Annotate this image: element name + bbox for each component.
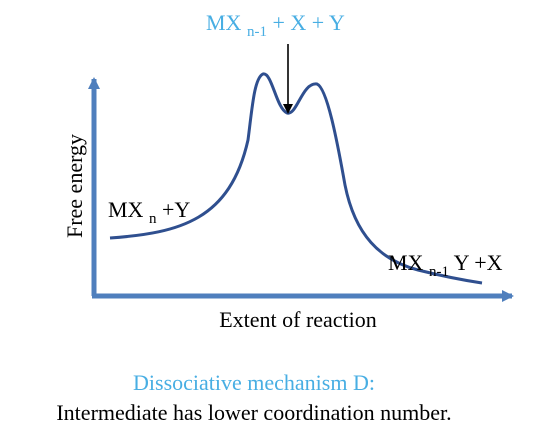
product-label: MX n-1 Y +X [388, 250, 503, 281]
caption-description: Intermediate has lower coordination numb… [56, 400, 451, 425]
x-axis-label: Extent of reaction [219, 307, 377, 332]
intermediate-label: MX n-1 + X + Y [206, 10, 345, 41]
reactant-label: MX n +Y [108, 197, 190, 228]
caption-title: Dissociative mechanism D: [133, 370, 375, 395]
energy-curve [109, 72, 483, 285]
y-axis-label: Free energy [62, 134, 87, 238]
